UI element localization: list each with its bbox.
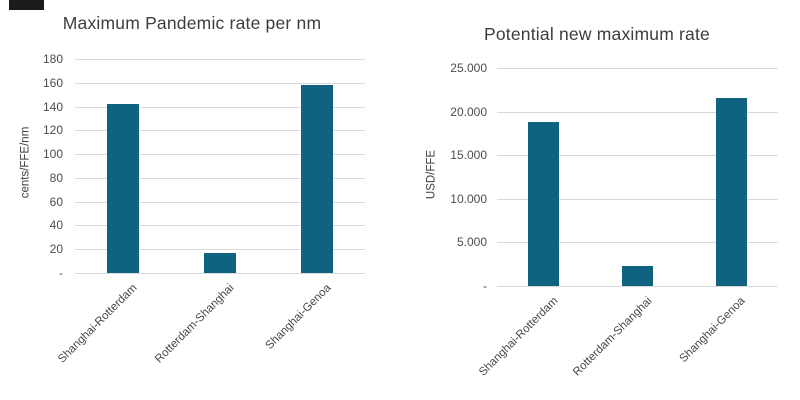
gridline [497, 286, 778, 287]
gridline [75, 178, 365, 179]
y-tick-label: 15.000 [450, 148, 487, 162]
gridline [75, 273, 365, 274]
bar-rotterdam-shanghai [204, 253, 236, 273]
bar-shanghai-rotterdam [528, 122, 559, 286]
x-category-label: Shanghai-Genoa [677, 295, 748, 365]
x-category-label: Shanghai-Rotterdam [476, 295, 561, 379]
bar-rotterdam-shanghai [622, 266, 653, 286]
gridline [75, 83, 365, 84]
gridline [75, 249, 365, 250]
chart-title: Maximum Pandemic rate per nm [62, 13, 322, 33]
y-tick-label: 120 [42, 123, 63, 137]
y-tick-label: 100 [42, 147, 63, 161]
gridline [497, 155, 778, 156]
y-tick-label: 80 [49, 171, 63, 185]
gridline [75, 225, 365, 226]
bar-shanghai-genoa [716, 98, 747, 286]
bar-shanghai-genoa [301, 85, 333, 273]
gridline [497, 68, 778, 69]
gridline [75, 130, 365, 131]
gridline [497, 242, 778, 243]
y-tick-label: 160 [42, 76, 63, 90]
y-tick-label: - [483, 279, 487, 293]
y-tick-label: 60 [49, 195, 63, 209]
gridline [75, 202, 365, 203]
bar-shanghai-rotterdam [107, 104, 139, 273]
y-tick-label: 10.000 [450, 192, 487, 206]
gridline [75, 107, 365, 108]
top-left-cropped-element [9, 0, 44, 10]
y-tick-label: 20 [49, 242, 63, 256]
gridline [75, 59, 365, 60]
y-tick-label: 25.000 [450, 61, 487, 75]
y-tick-label: 40 [49, 218, 63, 232]
gridline [75, 154, 365, 155]
gridline [497, 199, 778, 200]
y-tick-label: 5.000 [456, 235, 487, 249]
gridline [497, 112, 778, 113]
y-tick-label: 140 [42, 100, 63, 114]
y-tick-label: 20.000 [450, 105, 487, 119]
y-tick-label: - [59, 266, 63, 280]
y-tick-label: 180 [42, 52, 63, 66]
chart-title: Potential new maximum rate [484, 24, 710, 44]
x-category-label: Rotterdam-Shanghai [570, 295, 655, 379]
y-axis-title: USD/FFE [425, 149, 438, 200]
